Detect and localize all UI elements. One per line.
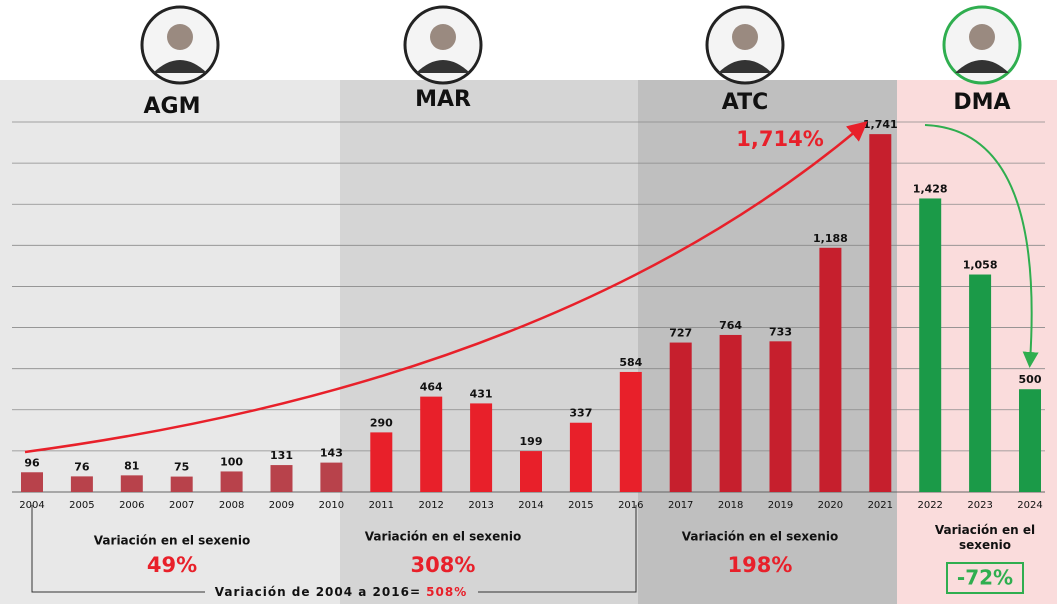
portrait-body	[955, 60, 1009, 73]
bar	[120, 475, 143, 492]
x-tick-label: 2010	[319, 500, 344, 511]
variation-title: Variación en el sexenio	[682, 530, 838, 544]
x-tick-label: 2007	[169, 500, 194, 511]
x-tick-label: 2022	[917, 500, 942, 511]
bar	[819, 247, 842, 492]
value-label: 143	[320, 447, 343, 460]
bar	[320, 462, 343, 492]
bar	[470, 403, 493, 492]
bar	[520, 451, 542, 492]
period-name: ATC	[722, 90, 768, 115]
value-label: 131	[270, 449, 293, 462]
value-label: 764	[719, 319, 742, 332]
variation-value: 308%	[411, 553, 476, 577]
variation-title: Variación en el sexenio	[94, 534, 250, 548]
x-tick-label: 2017	[668, 500, 693, 511]
period-panel	[0, 80, 340, 604]
portrait-head	[167, 24, 193, 50]
variation-title: Variación en el sexenio	[935, 523, 1035, 552]
portrait-body	[153, 60, 207, 73]
value-label: 337	[569, 407, 592, 420]
x-tick-label: 2020	[818, 500, 843, 511]
x-tick-label: 2024	[1017, 500, 1042, 511]
variation-box	[946, 562, 1024, 594]
x-tick-label: 2005	[69, 500, 94, 511]
x-tick-label: 2011	[369, 500, 394, 511]
bar	[420, 396, 443, 492]
value-label: 75	[174, 461, 189, 474]
value-label: 431	[470, 387, 493, 400]
x-tick-label: 2008	[219, 500, 244, 511]
variation-title-line: sexenio	[959, 538, 1011, 552]
bar	[769, 341, 792, 492]
bar	[919, 198, 942, 492]
decline-arrow	[924, 124, 1039, 368]
bar	[70, 476, 93, 492]
period-panel	[340, 80, 638, 604]
period-name: AGM	[144, 94, 201, 119]
x-tick-label: 2009	[269, 500, 294, 511]
total-label: Variación de 2004 a 2016=	[215, 585, 426, 599]
portrait-body	[718, 60, 772, 73]
period-name: DMA	[953, 90, 1010, 115]
bracket-right	[478, 505, 637, 593]
x-tick-label: 2015	[568, 500, 593, 511]
x-tick-label: 2023	[967, 500, 992, 511]
bar	[220, 471, 243, 492]
value-label: 100	[220, 455, 243, 468]
bar	[669, 342, 692, 492]
value-label: 500	[1019, 373, 1042, 386]
bar	[1019, 389, 1041, 492]
value-label: 733	[769, 325, 792, 338]
x-tick-label: 2013	[468, 500, 493, 511]
portrait-head	[732, 24, 758, 50]
bar	[270, 465, 293, 492]
value-label: 464	[420, 381, 443, 394]
bar	[969, 274, 992, 492]
growth-arrow	[24, 121, 868, 454]
bar	[619, 371, 642, 492]
value-label: 96	[24, 456, 40, 469]
variation-value: -72%	[957, 566, 1013, 590]
x-tick-label: 2021	[868, 500, 893, 511]
variation-title: Variación en el sexenio	[365, 530, 521, 544]
bar	[170, 476, 193, 492]
x-tick-label: 2016	[618, 500, 643, 511]
total-value: 508%	[426, 585, 467, 599]
value-label: 290	[370, 416, 393, 429]
portrait-body	[416, 60, 470, 73]
value-label: 1,058	[963, 259, 998, 272]
value-label: 727	[669, 327, 692, 340]
value-label: 76	[74, 460, 90, 473]
growth-annotation: 1,714%	[736, 127, 823, 151]
x-tick-label: 2019	[768, 500, 793, 511]
period-panel	[638, 80, 897, 604]
bar	[370, 432, 393, 492]
value-label: 81	[124, 459, 139, 472]
variation-value: 198%	[728, 553, 793, 577]
value-label: 199	[520, 435, 543, 448]
bracket-left	[31, 505, 205, 593]
period-name: MAR	[415, 87, 471, 112]
bar	[869, 134, 892, 492]
value-label: 1,741	[863, 118, 898, 131]
value-label: 584	[619, 356, 642, 369]
variation-title-line: Variación en el	[935, 523, 1035, 537]
bar	[21, 472, 43, 492]
bar	[569, 422, 592, 492]
portrait-head	[969, 24, 995, 50]
x-tick-label: 2012	[418, 500, 443, 511]
value-label: 1,428	[913, 182, 948, 195]
x-tick-label: 2018	[718, 500, 743, 511]
bar	[719, 334, 742, 492]
portrait-head	[430, 24, 456, 50]
variation-value: 49%	[147, 553, 197, 577]
x-tick-label: 2014	[518, 500, 543, 511]
total-variation: Variación de 2004 a 2016= 508%	[215, 585, 468, 599]
x-tick-label: 2006	[119, 500, 144, 511]
value-label: 1,188	[813, 232, 848, 245]
